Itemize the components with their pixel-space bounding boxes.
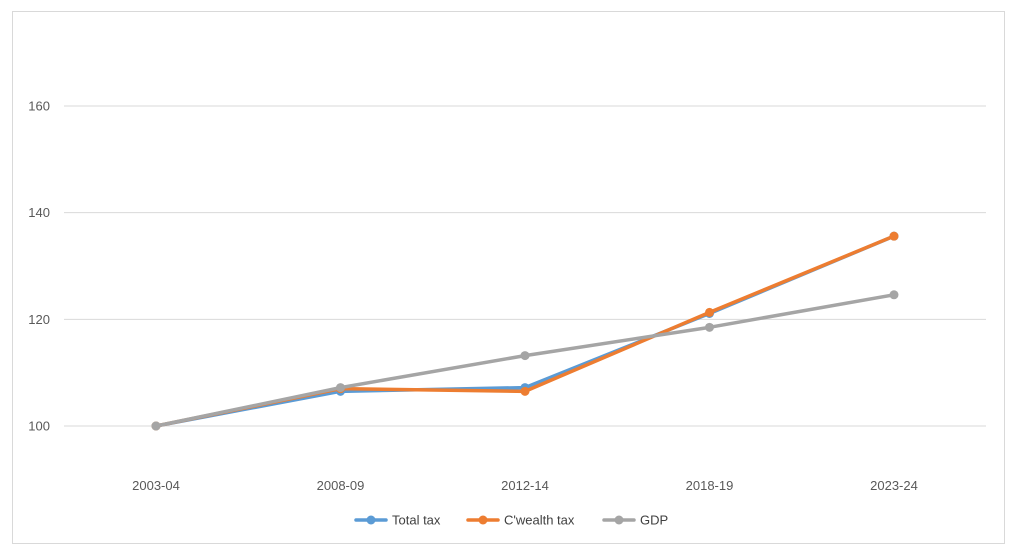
gridlines: [64, 105, 986, 427]
series-line-total-tax: [154, 234, 896, 428]
data-point-gdp-2008-09: [336, 383, 345, 393]
legend-label-total-tax: Total tax: [392, 513, 441, 528]
x-tick-label-2008-09: 2008-09: [317, 478, 365, 493]
legend-marker-total-tax: [366, 515, 376, 525]
chart-frame: [12, 11, 1005, 544]
series-line-c-wealth-tax: [154, 234, 896, 428]
series-c-wealth-tax: [151, 231, 899, 431]
data-point-gdp-2012-14: [520, 351, 530, 361]
y-tick-label-160: 160: [28, 99, 50, 114]
legend-label-c-wealth-tax: C'wealth tax: [504, 513, 575, 528]
data-point-gdp-2018-19: [705, 322, 714, 332]
series-total-tax: [151, 231, 899, 431]
x-tick-label-2012-14: 2012-14: [501, 478, 549, 493]
y-tick-label-120: 120: [28, 312, 50, 327]
legend-label-gdp: GDP: [640, 513, 668, 528]
legend-marker-c-wealth-tax: [478, 515, 488, 525]
y-tick-label-140: 140: [28, 205, 50, 220]
data-point-c-wealth-tax-2018-19: [705, 307, 714, 317]
data-point-gdp-2003-04: [151, 421, 161, 431]
y-axis-ticks: 100 120 140 160: [28, 99, 50, 434]
y-tick-label-100: 100: [28, 419, 50, 434]
legend-item-total-tax: Total tax: [354, 513, 441, 528]
data-point-c-wealth-tax-2023-24: [889, 231, 899, 241]
series-lines: [151, 231, 899, 431]
x-tick-label-2023-24: 2023-24: [870, 478, 918, 493]
series-gdp: [151, 290, 899, 431]
data-point-c-wealth-tax-2012-14: [520, 386, 530, 396]
legend-item-gdp: GDP: [602, 513, 668, 528]
data-point-gdp-2023-24: [889, 290, 899, 300]
legend-marker-gdp: [614, 515, 624, 525]
x-tick-label-2003-04: 2003-04: [132, 478, 180, 493]
legend: Total tax C'wealth tax GDP: [354, 513, 668, 528]
x-axis-ticks: 2003-04 2008-09 2012-14 2018-19 2023-24: [132, 478, 918, 493]
x-tick-label-2018-19: 2018-19: [686, 478, 734, 493]
legend-item-c-wealth-tax: C'wealth tax: [466, 513, 575, 528]
